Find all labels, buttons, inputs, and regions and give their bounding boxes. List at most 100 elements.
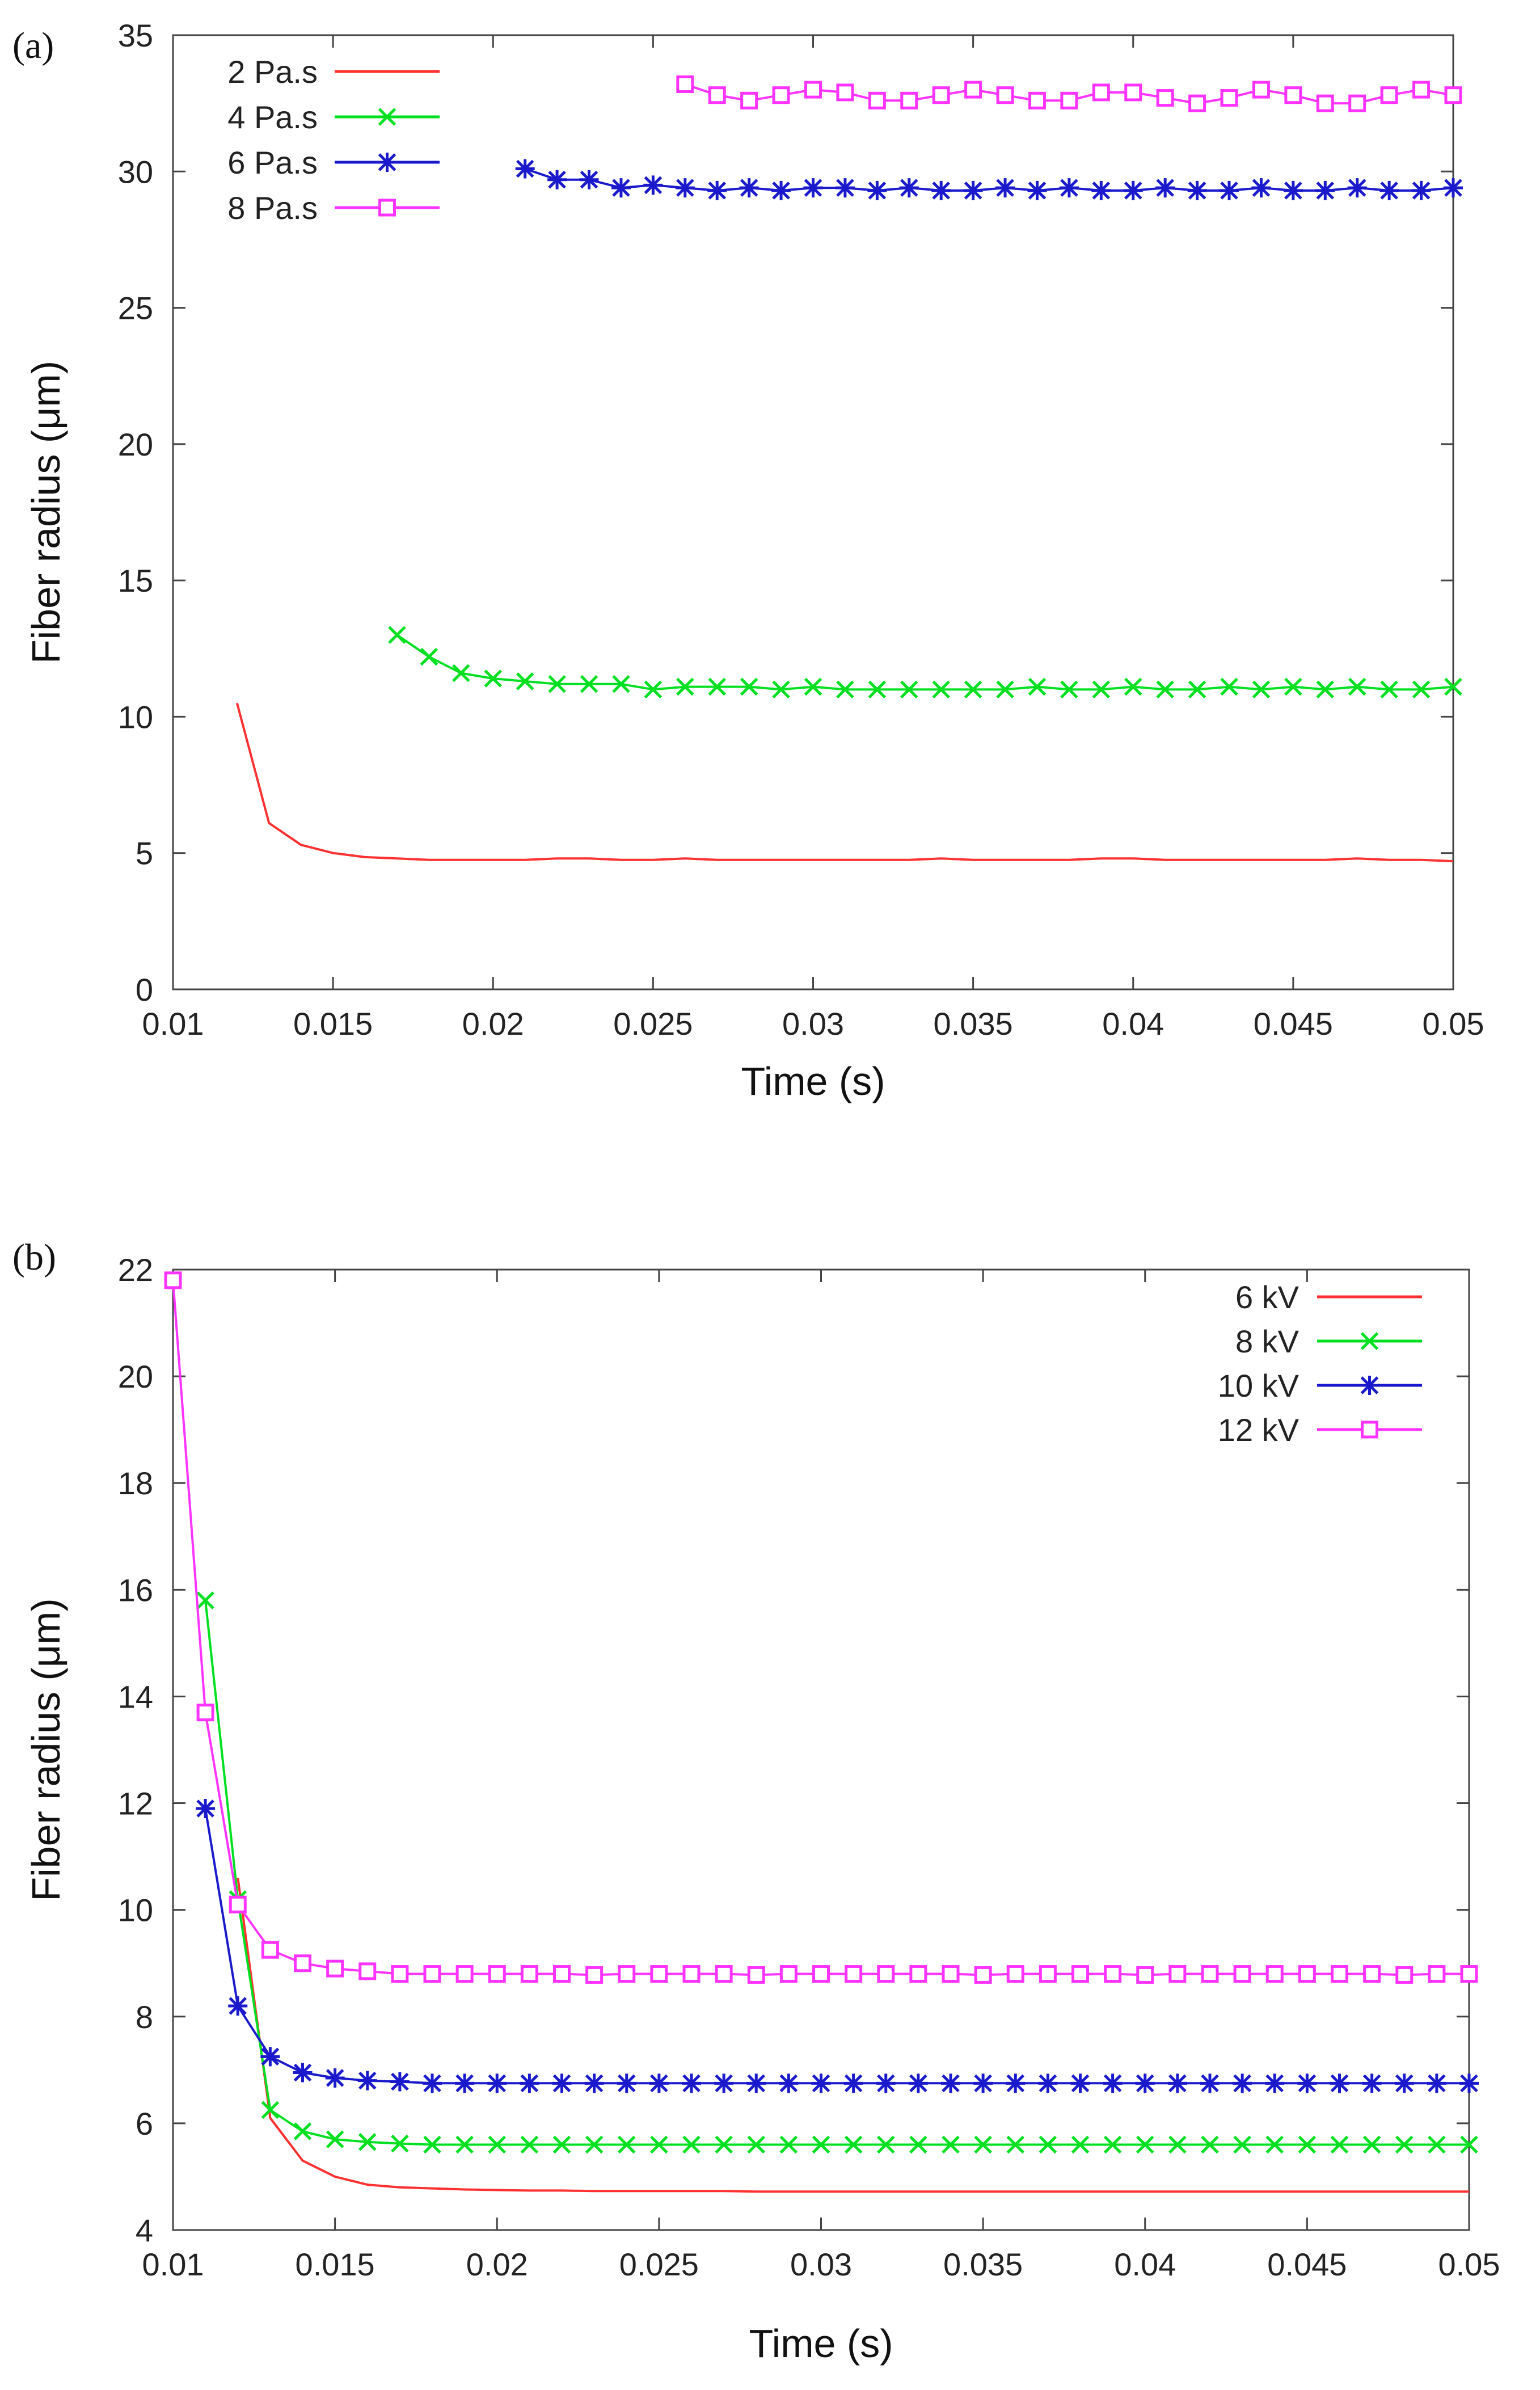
- x-tick-label: 0.01: [142, 2246, 204, 2282]
- data-point: [932, 86, 950, 104]
- data-point: [580, 675, 598, 693]
- data-point: [196, 1704, 214, 1722]
- data-point: [1298, 2135, 1317, 2154]
- legend-label: 6 Pa.s: [227, 145, 318, 180]
- data-point: [740, 91, 758, 109]
- data-point: [836, 680, 854, 699]
- data-point: [963, 180, 983, 200]
- series-0: [235, 702, 1454, 863]
- data-point: [1167, 2073, 1187, 2093]
- x-tick-label: 0.045: [1267, 2246, 1347, 2282]
- data-point: [1039, 1965, 1057, 1983]
- data-point: [1315, 180, 1335, 200]
- data-point: [650, 2135, 668, 2154]
- data-point: [1124, 83, 1142, 102]
- data-point: [1233, 2135, 1251, 2154]
- data-point: [325, 2068, 345, 2088]
- data-point: [844, 2135, 863, 2154]
- data-point: [520, 2073, 539, 2093]
- data-point: [1412, 680, 1431, 699]
- legend-marker: [1360, 1332, 1379, 1350]
- data-point: [617, 2073, 636, 2093]
- data-point: [843, 2073, 863, 2093]
- data-point: [909, 2135, 927, 2154]
- legend-marker: [1360, 1376, 1379, 1395]
- data-point: [455, 1965, 474, 1983]
- data-point: [1331, 1965, 1348, 1983]
- data-point: [974, 2135, 992, 2154]
- data-point: [391, 1965, 409, 1983]
- data-point: [1006, 2073, 1026, 2093]
- panel-label: (a): [12, 25, 54, 66]
- data-point: [1298, 1965, 1316, 1983]
- data-point: [196, 1798, 216, 1818]
- data-point: [676, 75, 694, 94]
- x-tick-label: 0.05: [1423, 1006, 1484, 1042]
- data-point: [747, 2135, 766, 2154]
- data-point: [294, 1954, 311, 1972]
- data-point: [1038, 2073, 1058, 2093]
- y-tick-label: 25: [118, 290, 153, 326]
- data-point: [1092, 680, 1111, 699]
- data-point: [779, 2135, 798, 2154]
- data-point: [1362, 2135, 1381, 2154]
- data-point: [1071, 1965, 1089, 1983]
- y-tick-label: 6: [136, 2106, 153, 2142]
- series-0: [237, 1877, 1469, 2193]
- legend-entry-2: 10 kV: [1218, 1368, 1422, 1403]
- data-point: [1091, 180, 1111, 200]
- data-point: [682, 2135, 701, 2154]
- data-point: [1103, 2135, 1122, 2154]
- data-point: [996, 86, 1014, 104]
- data-point: [682, 2073, 701, 2093]
- x-tick-label: 0.04: [1102, 1006, 1164, 1042]
- data-point: [1188, 680, 1206, 699]
- data-point: [1028, 91, 1046, 109]
- data-point: [708, 86, 726, 104]
- data-point: [1265, 2073, 1285, 2093]
- data-point: [1168, 2135, 1187, 2154]
- data-point: [228, 1996, 248, 2016]
- data-point: [682, 1965, 701, 1983]
- data-point: [1444, 677, 1462, 696]
- data-point: [261, 1941, 279, 1959]
- x-axis-title: Time (s): [749, 2321, 893, 2366]
- data-point: [1123, 180, 1143, 200]
- legend-marker: [1361, 1420, 1378, 1439]
- y-tick-label: 4: [136, 2212, 153, 2248]
- data-point: [618, 1965, 636, 1983]
- data-point: [455, 2073, 475, 2093]
- data-point: [1156, 680, 1174, 699]
- data-point: [1428, 1965, 1446, 1983]
- y-tick-label: 10: [118, 699, 153, 735]
- x-tick-label: 0.015: [293, 1006, 373, 1042]
- data-point: [1380, 86, 1398, 104]
- data-point: [1284, 677, 1302, 696]
- y-tick-label: 10: [118, 1892, 153, 1928]
- data-point: [1188, 94, 1206, 112]
- data-point: [747, 1966, 765, 1984]
- x-tick-label: 0.045: [1254, 1006, 1333, 1042]
- x-tick-label: 0.035: [943, 2246, 1023, 2282]
- x-axis-title: Time (s): [741, 1059, 885, 1103]
- series-2: [196, 1798, 1479, 2093]
- data-point: [1092, 83, 1110, 102]
- data-point: [390, 2072, 410, 2092]
- legend-entry-1: 8 kV: [1235, 1323, 1422, 1359]
- data-point: [1379, 180, 1399, 200]
- data-point: [423, 1965, 441, 1983]
- data-point: [803, 178, 823, 198]
- data-point: [455, 2135, 474, 2154]
- data-point: [293, 2063, 313, 2083]
- data-point: [676, 677, 694, 696]
- data-point: [715, 1965, 733, 1983]
- data-point: [1201, 2135, 1219, 2154]
- chart-panel-1: 0.01 0.015 0.02 0.025 0.03 0.035 0.04 0.045 0.05…: [12, 1237, 1500, 2366]
- series-line: [204, 1600, 1469, 2146]
- data-point: [643, 175, 663, 195]
- data-point: [779, 1965, 798, 1983]
- data-point: [1348, 94, 1366, 112]
- data-point: [1006, 1965, 1024, 1983]
- data-point: [942, 2135, 960, 2154]
- data-point: [1233, 2073, 1252, 2093]
